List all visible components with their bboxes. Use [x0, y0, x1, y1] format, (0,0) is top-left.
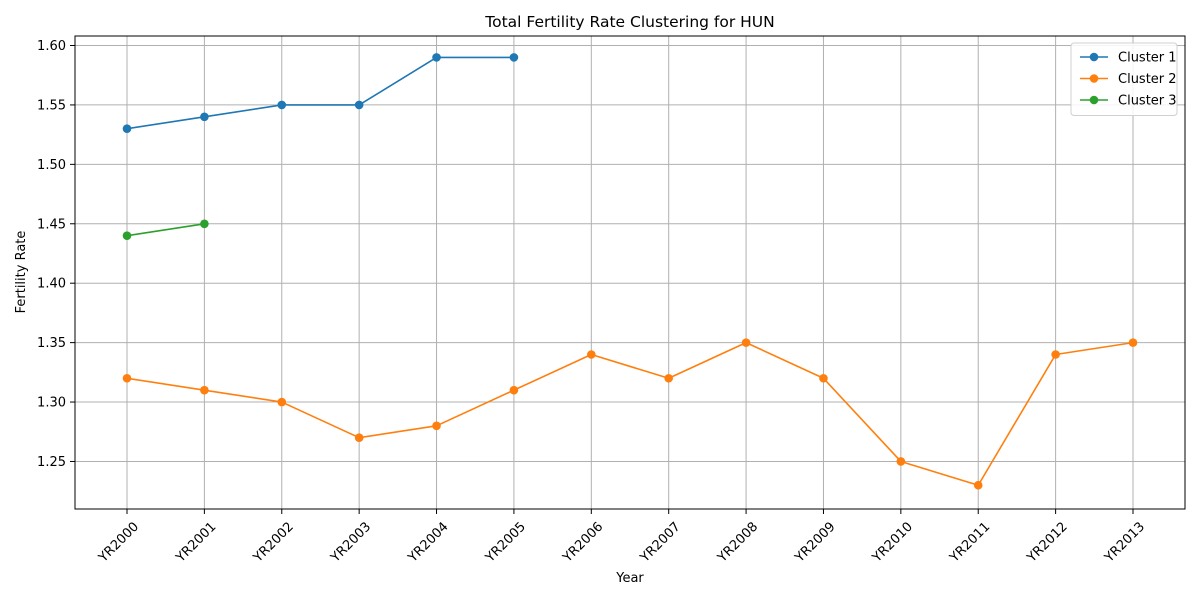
series-layer: [122, 53, 1138, 490]
y-axis-label: Fertility Rate: [14, 231, 29, 314]
series-point-1: [200, 112, 209, 122]
series-point-2: [587, 350, 596, 359]
series-point-2: [1128, 338, 1138, 347]
series-point-2: [664, 373, 673, 383]
legend-marker: [1089, 74, 1099, 83]
y-tick-label: 1.30: [37, 396, 66, 411]
x-tick-label: YR2000: [95, 519, 142, 566]
chart-title: Total Fertility Rate Clustering for HUN: [484, 13, 775, 31]
y-tick-label: 1.60: [37, 39, 66, 54]
x-tick-label: YR2005: [482, 519, 529, 566]
series-point-2: [277, 397, 287, 407]
series-point-2: [200, 385, 209, 395]
series-point-2: [122, 373, 132, 383]
y-tick-label: 1.35: [37, 336, 66, 351]
legend-label: Cluster 1: [1118, 51, 1177, 66]
x-tick-label: YR2012: [1024, 519, 1071, 566]
x-tick-label: YR2008: [714, 519, 761, 566]
x-tick-label: YR2004: [405, 519, 452, 566]
y-tick-label: 1.25: [37, 455, 66, 470]
x-tick-label: YR2001: [173, 519, 220, 566]
x-axis-label: Year: [615, 571, 644, 586]
series-point-2: [896, 457, 906, 466]
legend-marker: [1089, 95, 1099, 105]
x-tick-label: YR2003: [327, 519, 374, 566]
series-point-3: [122, 231, 132, 240]
series-point-2: [509, 385, 519, 395]
y-tick-label: 1.55: [37, 98, 66, 113]
y-tick-label: 1.45: [37, 217, 66, 232]
series-point-2: [741, 338, 751, 347]
legend-label: Cluster 3: [1118, 94, 1177, 109]
legend-label: Cluster 2: [1118, 72, 1177, 87]
series-point-1: [509, 53, 519, 62]
series-point-1: [432, 53, 441, 62]
series-point-1: [122, 124, 132, 133]
series-point-2: [1051, 350, 1060, 359]
series-point-2: [819, 373, 828, 383]
x-axis: YR2000 YR2001 YR2002 YR2003 YR2004 YR2005 YR20…: [95, 509, 1148, 566]
series-point-1: [277, 100, 287, 110]
series-line-1: [126, 56, 514, 130]
series-point-2: [354, 433, 364, 442]
series-point-1: [354, 100, 364, 110]
x-tick-label: YR2010: [869, 519, 916, 566]
legend-box: [1070, 42, 1178, 116]
y-tick-label: 1.40: [37, 277, 66, 292]
legend: Cluster 1 Cluster 2 Cluster 3: [1070, 42, 1178, 116]
x-tick-label: YR2011: [947, 519, 994, 566]
x-tick-label: YR2013: [1101, 519, 1148, 566]
series-point-3: [200, 219, 209, 229]
x-tick-label: YR2007: [637, 519, 684, 566]
y-tick-label: 1.50: [37, 158, 66, 173]
x-tick-label: YR2002: [250, 519, 297, 566]
x-tick-label: YR2009: [792, 519, 839, 566]
series-line-3: [126, 222, 205, 237]
legend-marker: [1089, 52, 1099, 62]
series-point-2: [432, 421, 441, 431]
plot-frame: [74, 35, 1186, 510]
series-point-2: [973, 480, 983, 490]
grid-layer: [75, 36, 1185, 509]
series-line-2: [126, 341, 1134, 487]
x-tick-label: YR2006: [560, 519, 607, 566]
y-axis: 1.25 1.30 1.35 1.40 1.45 1.50 1.55 1.60: [37, 39, 75, 470]
